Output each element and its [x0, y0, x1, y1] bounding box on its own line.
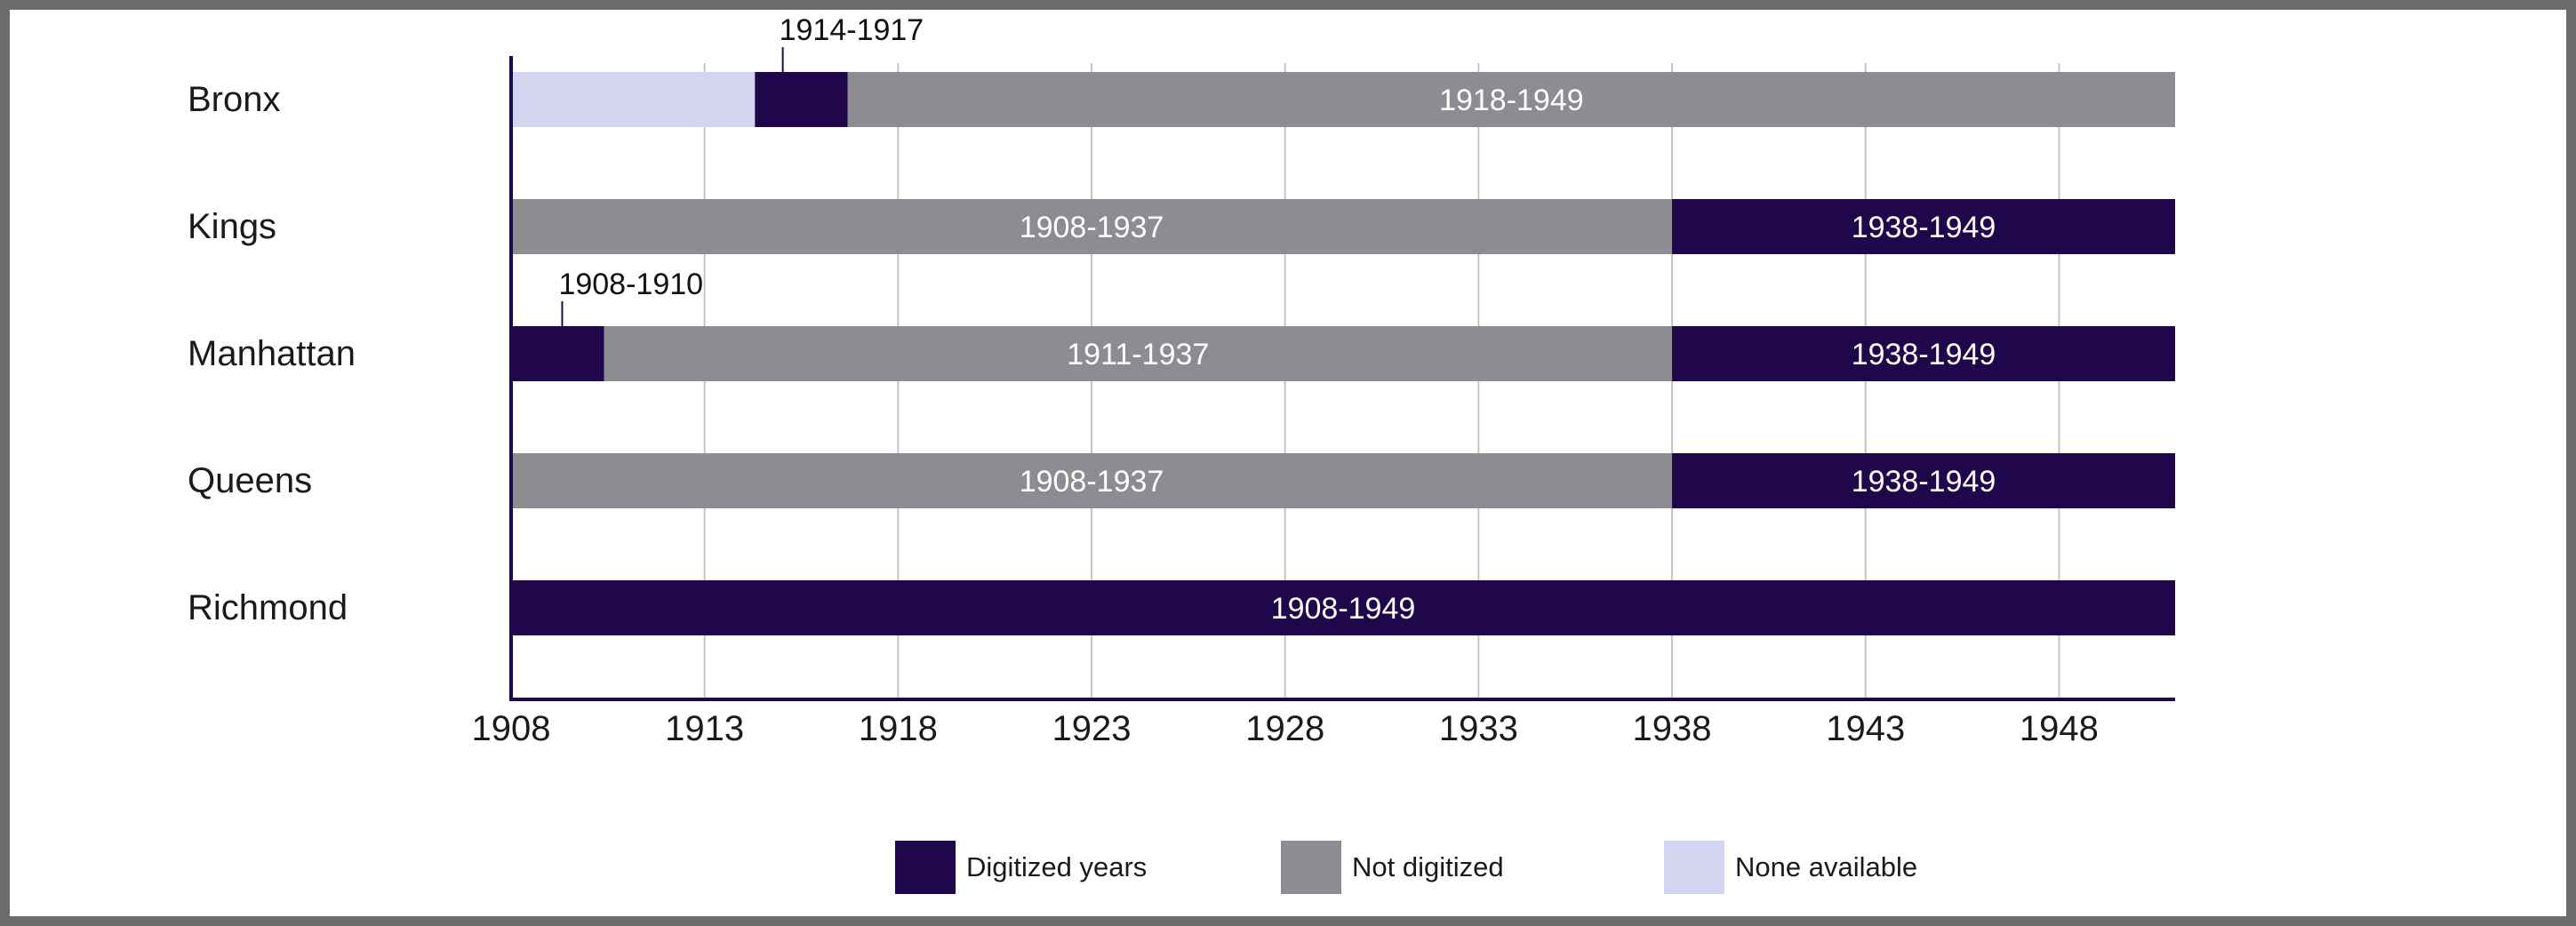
x-tick-label-1923: 1923 [1052, 709, 1132, 748]
row-labels: Bronx Kings Manhattan Queens Richmond [188, 80, 356, 627]
legend-label-digitized: Digitized years [966, 851, 1147, 882]
bar-bronx-1 [755, 72, 848, 127]
bar-label-richmond-0: 1908-1949 [1271, 592, 1416, 626]
legend-label-not-digitized: Not digitized [1352, 851, 1504, 882]
x-tick-label-1948: 1948 [2020, 709, 2099, 748]
bar-bronx-2 [847, 72, 2176, 127]
bar-label-manhattan-1: 1911-1937 [1067, 338, 1209, 371]
legend-label-none-available: None available [1735, 851, 1917, 882]
bar-label-bronx-2: 1918-1949 [1439, 84, 1584, 117]
bar-label-manhattan-0: 1908-1910 [558, 267, 703, 301]
row-label-queens: Queens [188, 461, 312, 500]
x-tick-label-1913: 1913 [665, 709, 744, 748]
x-axis: 1908 1913 1918 1923 1928 1933 1938 1943 1948 [472, 56, 2175, 748]
bar-queens-1 [1672, 453, 2175, 508]
legend-swatch-not-digitized [1281, 841, 1341, 894]
bar-label-kings-0: 1908-1937 [1020, 211, 1164, 244]
bar-kings-1 [1672, 199, 2175, 254]
x-tick-label-1943: 1943 [1826, 709, 1905, 748]
chart-frame: 1914-1917 1918-1949 1908-1937 1938-1949 1908… [10, 10, 2566, 916]
row-label-kings: Kings [188, 207, 276, 246]
bar-bronx-0 [511, 72, 756, 127]
bar-manhattan-1 [604, 326, 1673, 381]
x-tick-label-1908: 1908 [472, 709, 551, 748]
legend: Digitized years Not digitized None availab… [895, 841, 1917, 894]
bar-queens-0 [511, 453, 1673, 508]
bar-label-queens-0: 1908-1937 [1020, 465, 1164, 499]
row-label-richmond: Richmond [188, 588, 348, 627]
bar-richmond-0 [511, 580, 2175, 635]
legend-swatch-none-available [1664, 841, 1724, 894]
bars: 1914-1917 1918-1949 1908-1937 1938-1949 1908… [511, 13, 2176, 635]
row-label-manhattan: Manhattan [188, 334, 356, 373]
bar-label-kings-1: 1938-1949 [1852, 211, 1996, 244]
bar-label-bronx-1: 1914-1917 [780, 13, 924, 47]
row-label-bronx: Bronx [188, 80, 281, 119]
x-tick-label-1918: 1918 [859, 709, 938, 748]
bar-label-manhattan-2: 1938-1949 [1852, 338, 1996, 371]
legend-swatch-digitized [895, 841, 956, 894]
bar-manhattan-0 [511, 326, 604, 381]
x-tick-label-1928: 1928 [1245, 709, 1324, 748]
bar-manhattan-2 [1672, 326, 2175, 381]
x-tick-label-1938: 1938 [1633, 709, 1712, 748]
bar-label-queens-1: 1938-1949 [1852, 465, 1996, 499]
bar-kings-0 [511, 199, 1673, 254]
x-tick-label-1933: 1933 [1439, 709, 1518, 748]
